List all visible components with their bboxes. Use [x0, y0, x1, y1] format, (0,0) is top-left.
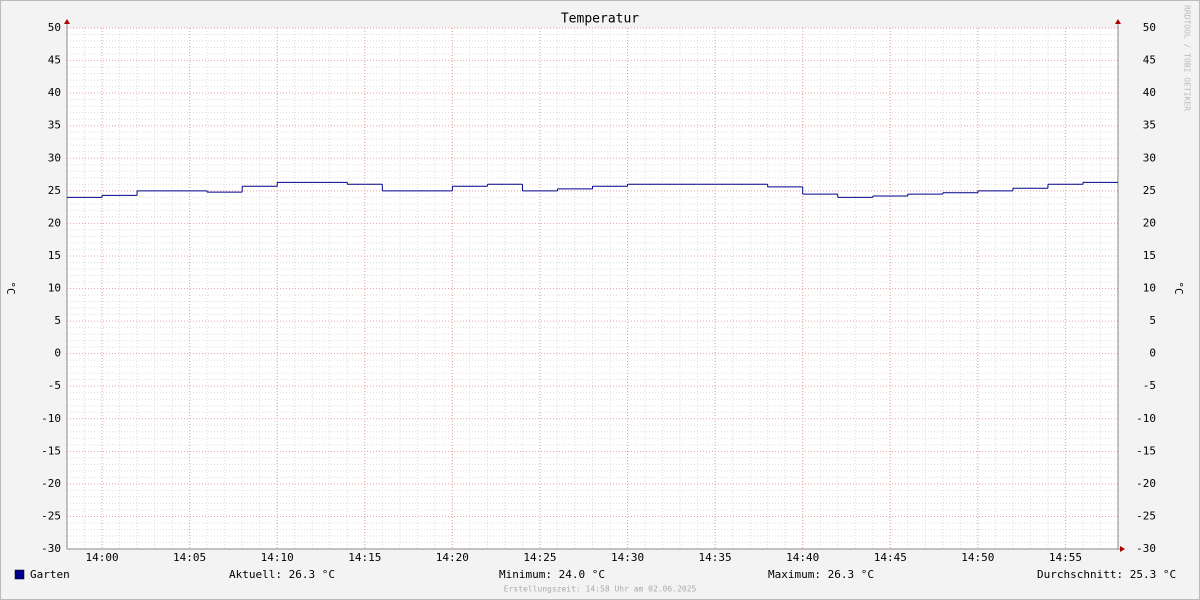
footer: Erstellungszeit: 14:58 Uhr am 02.06.2025 — [504, 585, 697, 594]
y-tick-label: 5 — [54, 314, 61, 327]
y-tick-label: -15 — [41, 444, 61, 457]
axis-arrow — [1115, 19, 1121, 24]
legend-swatch — [14, 569, 25, 580]
y-tick-label: 45 — [48, 54, 61, 67]
y-tick-label: 0 — [54, 347, 61, 360]
x-tick-label: 14:05 — [173, 551, 206, 564]
legend-stat: Durchschnitt: 25.3 °C — [1037, 568, 1176, 581]
y-tick-label: -10 — [41, 412, 61, 425]
y-axis-label: °C — [4, 281, 17, 294]
x-tick-label: 14:10 — [261, 551, 294, 564]
y-tick-label: 25 — [48, 184, 61, 197]
y2-tick-label: 20 — [1143, 216, 1156, 229]
legend-stat: Minimum: 24.0 °C — [499, 568, 605, 581]
y-tick-label: 10 — [48, 282, 61, 295]
axis-arrow — [1120, 546, 1125, 552]
y2-tick-label: 10 — [1143, 282, 1156, 295]
y2-tick-label: -30 — [1136, 542, 1156, 555]
legend-stat: Maximum: 26.3 °C — [768, 568, 874, 581]
y2-tick-label: 25 — [1143, 184, 1156, 197]
y-tick-label: 40 — [48, 86, 61, 99]
y2-tick-label: 35 — [1143, 119, 1156, 132]
x-tick-label: 14:30 — [611, 551, 644, 564]
x-tick-label: 14:45 — [874, 551, 907, 564]
y-tick-label: 50 — [48, 21, 61, 34]
legend-stat: Aktuell: 26.3 °C — [229, 568, 335, 581]
x-tick-label: 14:20 — [436, 551, 469, 564]
y2-tick-label: -5 — [1143, 379, 1156, 392]
y-tick-label: -25 — [41, 509, 61, 522]
y-tick-label: 15 — [48, 249, 61, 262]
watermark: RRDTOOL / TOBI OETIKER — [1183, 5, 1192, 111]
y2-axis-label: °C — [1172, 281, 1185, 294]
y2-tick-label: -20 — [1136, 477, 1156, 490]
y-tick-label: 30 — [48, 151, 61, 164]
y2-tick-label: 30 — [1143, 151, 1156, 164]
y2-tick-label: -25 — [1136, 509, 1156, 522]
y2-tick-label: 50 — [1143, 21, 1156, 34]
x-tick-label: 14:25 — [523, 551, 556, 564]
x-tick-label: 14:35 — [699, 551, 732, 564]
y2-tick-label: 40 — [1143, 86, 1156, 99]
y2-tick-label: -15 — [1136, 444, 1156, 457]
legend-label: Garten — [30, 568, 70, 581]
y-tick-label: 35 — [48, 119, 61, 132]
x-tick-label: 14:40 — [786, 551, 819, 564]
y-tick-label: -20 — [41, 477, 61, 490]
y2-tick-label: -10 — [1136, 412, 1156, 425]
x-tick-label: 14:00 — [85, 551, 118, 564]
axis-arrow — [64, 19, 70, 24]
y-tick-label: -5 — [48, 379, 61, 392]
y-tick-label: -30 — [41, 542, 61, 555]
x-tick-label: 14:50 — [961, 551, 994, 564]
y2-tick-label: 5 — [1149, 314, 1156, 327]
chart-title: Temperatur — [561, 12, 639, 27]
y2-tick-label: 0 — [1149, 347, 1156, 360]
x-tick-label: 14:55 — [1049, 551, 1082, 564]
y2-tick-label: 45 — [1143, 54, 1156, 67]
x-tick-label: 14:15 — [348, 551, 381, 564]
y2-tick-label: 15 — [1143, 249, 1156, 262]
y-tick-label: 20 — [48, 216, 61, 229]
